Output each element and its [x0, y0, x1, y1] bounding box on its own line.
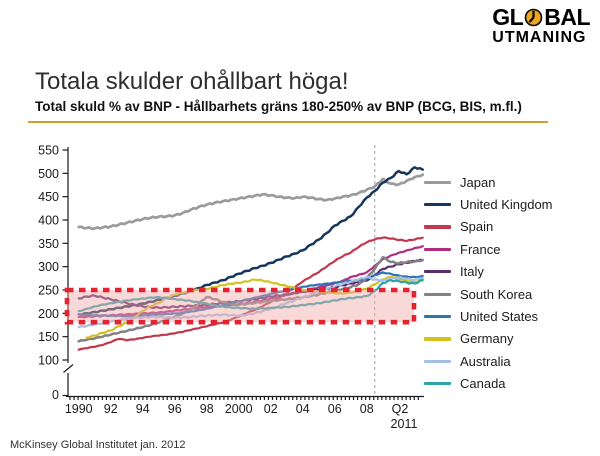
- y-tick-label: 400: [38, 213, 59, 227]
- title-rule: [28, 121, 548, 123]
- page-title: Totala skulder ohållbart höga!: [35, 68, 349, 95]
- x-tick-label: Q2: [392, 402, 409, 416]
- legend-label: Spain: [460, 219, 494, 235]
- legend-label: South Korea: [460, 286, 533, 302]
- sustainability-band-fill: [67, 289, 414, 323]
- legend-swatch-icon: [424, 247, 451, 251]
- x-tick-label: 98: [200, 402, 214, 416]
- legend-item: Australia: [424, 350, 553, 372]
- debt-line-chart: 550 500 450 400 350 300 250 200 150 100 0 1990 92 94 9…: [38, 143, 425, 431]
- series-line-japan: [77, 173, 425, 231]
- axes: [62, 147, 424, 400]
- x-tick-label: 04: [296, 402, 310, 416]
- x-tick-label: 06: [328, 402, 342, 416]
- legend-label: France: [460, 241, 501, 257]
- x-tick-label: 2000: [225, 402, 253, 416]
- series-line-germany: [85, 275, 424, 339]
- legend-item: Canada: [424, 373, 553, 395]
- legend-swatch-icon: [424, 180, 451, 184]
- legend-item: Germany: [424, 328, 553, 350]
- y-tick-label: 200: [38, 307, 59, 321]
- legend-swatch-icon: [424, 225, 451, 229]
- series-lines: [77, 166, 425, 351]
- chart-legend: Japan United Kingdom Spain France Italy South…: [424, 171, 553, 395]
- legend-label: United Kingdom: [460, 197, 553, 213]
- logo-global: GL BAL: [492, 6, 590, 29]
- x-tick-label: 94: [136, 402, 150, 416]
- source-note: McKinsey Global Institutet jan. 2012: [10, 439, 186, 451]
- x-tick-label: 1990: [65, 402, 93, 416]
- y-tick-label: 350: [38, 237, 59, 251]
- legend-swatch-icon: [424, 292, 451, 296]
- legend-label: Germany: [460, 331, 514, 347]
- legend-item: Italy: [424, 261, 553, 283]
- logo-text-gl: GL: [492, 4, 524, 30]
- y-tick-label: 0: [52, 388, 59, 402]
- legend-swatch-icon: [424, 314, 451, 319]
- series-line-australia: [77, 275, 424, 329]
- y-tick-label: 450: [38, 190, 59, 204]
- header: Totala skulder ohållbart höga! Total sku…: [28, 68, 575, 123]
- legend-swatch-icon: [424, 202, 451, 207]
- legend-label: United States: [460, 309, 539, 325]
- axis-break-icon: [63, 364, 74, 373]
- legend-item: Spain: [424, 216, 553, 238]
- legend-label: Canada: [460, 376, 506, 392]
- legend-item: United Kingdom: [424, 193, 553, 215]
- x-tick-label: 92: [104, 402, 118, 416]
- legend-swatch-icon: [424, 359, 451, 363]
- clock-icon: [524, 8, 543, 27]
- logo-text-bal: BAL: [544, 4, 590, 30]
- legend-label: Italy: [460, 264, 484, 280]
- y-tick-label: 100: [38, 354, 59, 368]
- legend-swatch-icon: [424, 382, 451, 386]
- sustainability-band-border: [64, 287, 417, 325]
- tick-labels: 550 500 450 400 350 300 250 200 150 100 0: [38, 143, 59, 402]
- x-tick-label: 96: [168, 402, 182, 416]
- y-tick-label: 150: [38, 330, 59, 344]
- x-tick-label: 02: [264, 402, 278, 416]
- legend-item: South Korea: [424, 283, 553, 305]
- y-tick-label: 500: [38, 167, 59, 181]
- legend-item: Japan: [424, 171, 553, 193]
- series-line-canada: [77, 278, 424, 313]
- legend-swatch-icon: [424, 270, 451, 274]
- legend-label: Australia: [460, 353, 511, 369]
- page-subtitle: Total skuld % av BNP - Hållbarhets gräns…: [35, 99, 522, 114]
- x-tick-sublabel: 2011: [391, 417, 418, 431]
- legend-item: United States: [424, 305, 553, 327]
- legend-label: Japan: [460, 174, 496, 190]
- y-tick-label: 300: [38, 260, 59, 274]
- x-tick-label: 08: [360, 402, 374, 416]
- y-tick-label: 250: [38, 283, 59, 297]
- logo-utmaning: UTMANING: [492, 29, 587, 46]
- legend-swatch-icon: [424, 337, 451, 341]
- logo: GL BAL UTMANING: [492, 6, 590, 46]
- legend-item: France: [424, 238, 553, 260]
- series-line-spain: [77, 236, 424, 351]
- y-tick-label: 550: [38, 143, 59, 157]
